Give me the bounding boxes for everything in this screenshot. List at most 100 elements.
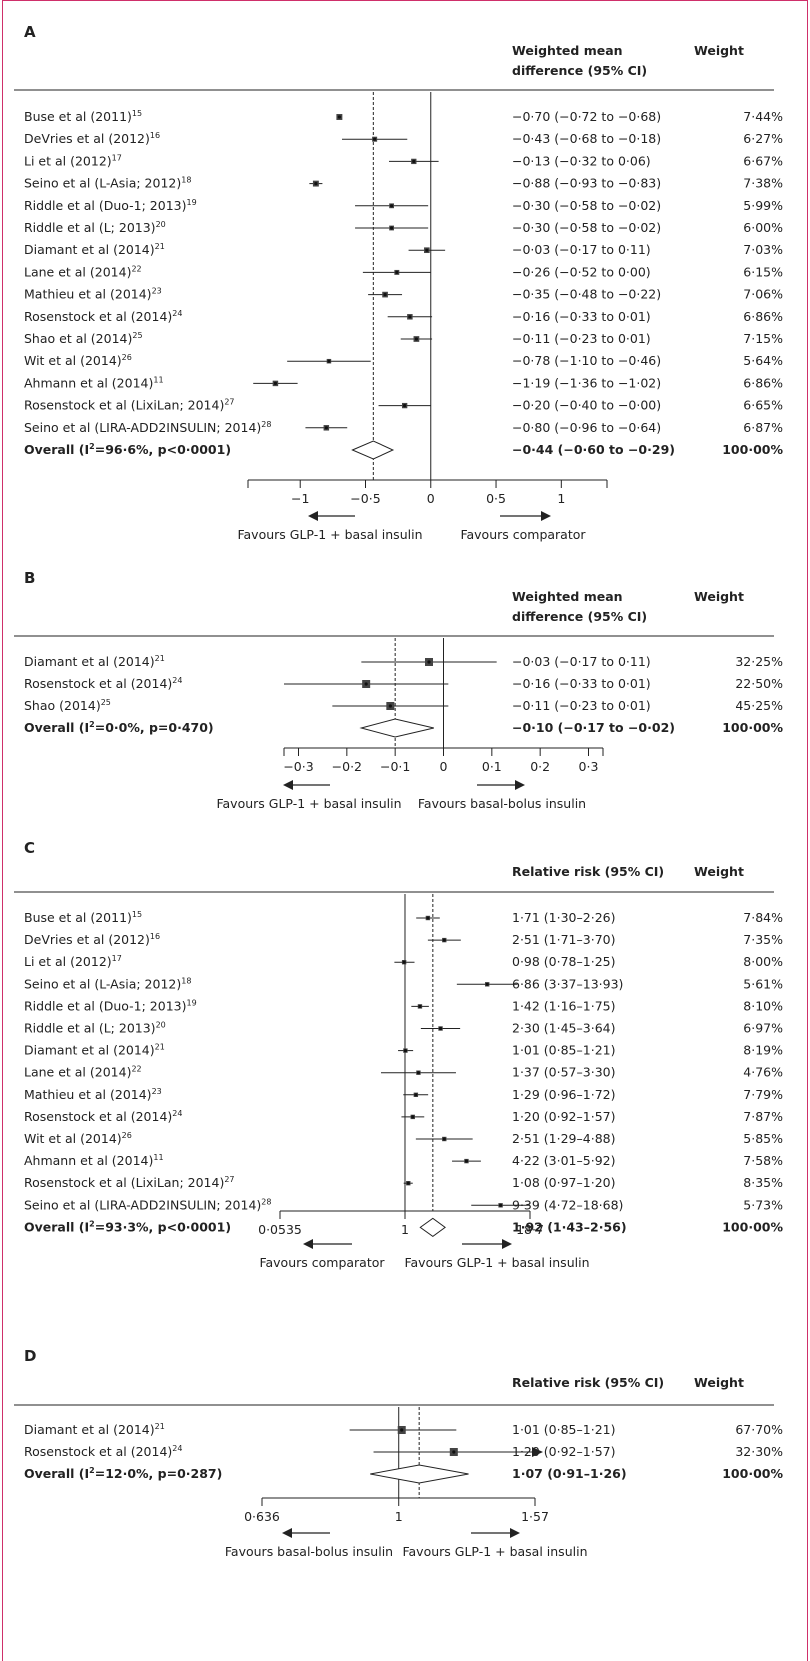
reference-superscript: 20 xyxy=(156,220,166,229)
favours-annotation: Favours comparator Favours GLP-1 + basal … xyxy=(259,1239,590,1270)
x-axis: −0·3 −0·2 −0·1 0 0·1 0·2 0·3 xyxy=(283,747,604,774)
point-estimate-dot xyxy=(406,1181,410,1185)
effect-ci-text: 1·29 (0·96–1·72) xyxy=(512,1087,615,1102)
pooled-diamond xyxy=(370,1464,469,1484)
favours-left-arrow-head xyxy=(308,511,318,521)
effect-ci-text: −0·20 (−0·40 to −0·00) xyxy=(512,398,661,413)
point-estimate-dot xyxy=(485,982,489,986)
point-estimate-dot xyxy=(408,315,412,319)
effect-ci-text: −0·70 (−0·72 to −0·68) xyxy=(512,109,661,124)
study-row: Buse et al (2011)15 −0·70 (−0·72 to −0·68… xyxy=(24,109,783,124)
study-row: Mathieu et al (2014)23 −0·35 (−0·48 to −0… xyxy=(24,287,783,302)
point-estimate-dot xyxy=(337,115,341,119)
effect-ci-text: −0·13 (−0·32 to 0·06) xyxy=(512,153,651,168)
point-estimate-dot xyxy=(403,404,407,408)
favours-left-label: Favours comparator xyxy=(259,1255,385,1270)
point-estimate-dot xyxy=(414,1093,418,1097)
study-label: DeVries et al (2012)16 xyxy=(24,131,160,146)
study-label: Riddle et al (L; 2013)20 xyxy=(24,1021,166,1036)
study-row: Ahmann et al (2014)11 −1·19 (−1·36 to −1·… xyxy=(24,375,783,390)
study-row: Riddle et al (L; 2013)20 2·30 (1·45–3·64)… xyxy=(24,1021,783,1036)
column-header-weight: Weight xyxy=(694,1375,744,1390)
column-header-effect: Relative risk (95% CI) xyxy=(512,864,664,879)
reference-superscript: 23 xyxy=(152,1087,162,1096)
panel-letter: D xyxy=(24,1347,36,1365)
reference-superscript: 21 xyxy=(155,242,165,251)
effect-ci-text: −1·19 (−1·36 to −1·02) xyxy=(512,375,661,390)
study-name: Diamant et al (2014) xyxy=(24,1422,155,1437)
point-estimate-dot xyxy=(390,204,394,208)
study-name: Wit et al (2014) xyxy=(24,353,122,368)
study-name: Wit et al (2014) xyxy=(24,1131,122,1146)
reference-superscript: 17 xyxy=(112,954,122,963)
x-axis-tick-label: 1 xyxy=(401,1222,409,1237)
x-axis-tick-label: 0·636 xyxy=(244,1509,280,1524)
weight-text: 6·67% xyxy=(743,153,783,168)
effect-ci-text: 0·98 (0·78–1·25) xyxy=(512,954,615,969)
point-estimate-dot xyxy=(373,137,377,141)
point-estimate-dot xyxy=(442,1137,446,1141)
study-label: Rosenstock et al (2014)24 xyxy=(24,1109,182,1124)
study-label: Seino et al (LIRA-ADD2INSULIN; 2014)28 xyxy=(24,420,271,435)
ci-truncation-arrow xyxy=(532,1447,543,1457)
point-estimate-dot xyxy=(327,359,331,363)
study-row: Rosenstock et al (2014)24 −0·16 (−0·33 to… xyxy=(24,309,783,324)
study-label: Shao (2014)25 xyxy=(24,698,111,713)
i-squared-superscript: 2 xyxy=(89,442,95,451)
point-estimate-dot xyxy=(388,704,392,708)
study-row: Mathieu et al (2014)23 1·29 (0·96–1·72) 7·… xyxy=(24,1087,783,1102)
weight-text: 7·87% xyxy=(743,1109,783,1124)
weight-text: 32·25% xyxy=(735,654,783,669)
column-header-weight: Weight xyxy=(694,864,744,879)
x-axis-tick-label: 1 xyxy=(395,1509,403,1524)
point-estimate-dot xyxy=(403,1049,408,1053)
overall-label: Overall (I2=0·0%, p=0·470) xyxy=(24,720,214,735)
reference-superscript: 24 xyxy=(172,309,182,318)
study-label: Seino et al (LIRA-ADD2INSULIN; 2014)28 xyxy=(24,1197,271,1212)
effect-ci-text: 1·08 (0·97–1·20) xyxy=(512,1175,615,1190)
study-label: Diamant et al (2014)21 xyxy=(24,1422,165,1437)
column-header-weight: Weight xyxy=(694,43,744,58)
study-label: Wit et al (2014)26 xyxy=(24,353,132,368)
panel-letter: B xyxy=(24,569,35,587)
favours-annotation: Favours GLP-1 + basal insulin Favours com… xyxy=(237,511,586,542)
study-row: Diamant et al (2014)21 −0·03 (−0·17 to 0·… xyxy=(24,242,783,257)
study-row: Shao et al (2014)25 −0·11 (−0·23 to 0·01)… xyxy=(24,331,783,346)
study-name: Rosenstock et al (2014) xyxy=(24,1109,172,1124)
study-label: Rosenstock et al (2014)24 xyxy=(24,676,182,691)
study-label: Seino et al (L-Asia; 2012)18 xyxy=(24,976,191,991)
x-axis-tick-label: −0·1 xyxy=(380,759,410,774)
reference-superscript: 19 xyxy=(186,198,196,207)
weight-text: 5·61% xyxy=(743,976,783,991)
study-label: Rosenstock et al (LixiLan; 2014)27 xyxy=(24,1175,235,1190)
reference-superscript: 16 xyxy=(150,932,160,941)
study-label: Rosenstock et al (2014)24 xyxy=(24,1444,182,1459)
study-name: Ahmann et al (2014) xyxy=(24,1153,153,1168)
study-row: Li et al (2012)17 0·98 (0·78–1·25) 8·00% xyxy=(24,954,783,969)
reference-superscript: 24 xyxy=(172,676,182,685)
overall-ci-text: 1·92 (1·43–2·56) xyxy=(512,1219,627,1234)
effect-ci-text: 2·51 (1·29–4·88) xyxy=(512,1131,615,1146)
study-name: Ahmann et al (2014) xyxy=(24,375,153,390)
x-axis-tick-label: −1 xyxy=(291,491,309,506)
effect-ci-text: 4·22 (3·01–5·92) xyxy=(512,1153,615,1168)
weight-text: 5·99% xyxy=(743,198,783,213)
effect-ci-text: −0·78 (−1·10 to −0·46) xyxy=(512,353,661,368)
column-header-weight: Weight xyxy=(694,589,744,604)
weight-text: 8·19% xyxy=(743,1043,783,1058)
point-estimate-dot xyxy=(411,1115,415,1119)
point-estimate-dot xyxy=(426,916,430,920)
point-estimate-dot xyxy=(464,1159,469,1163)
effect-ci-text: −0·03 (−0·17 to 0·11) xyxy=(512,654,651,669)
overall-label-start: Overall (I xyxy=(24,1466,89,1481)
favours-left-arrow-head xyxy=(283,780,293,790)
weight-text: 7·44% xyxy=(743,109,783,124)
favours-right-arrow-head xyxy=(515,780,525,790)
study-label: Li et al (2012)17 xyxy=(24,954,122,969)
study-name: Shao et al (2014) xyxy=(24,331,132,346)
effect-ci-text: 1·37 (0·57–3·30) xyxy=(512,1065,615,1080)
study-row: Seino et al (L-Asia; 2012)18 −0·88 (−0·93… xyxy=(24,176,783,191)
x-axis-tick-label: 0·1 xyxy=(482,759,502,774)
x-axis-tick-label: −0·3 xyxy=(283,759,313,774)
study-row: Buse et al (2011)15 1·71 (1·30–2·26) 7·84% xyxy=(24,910,783,925)
